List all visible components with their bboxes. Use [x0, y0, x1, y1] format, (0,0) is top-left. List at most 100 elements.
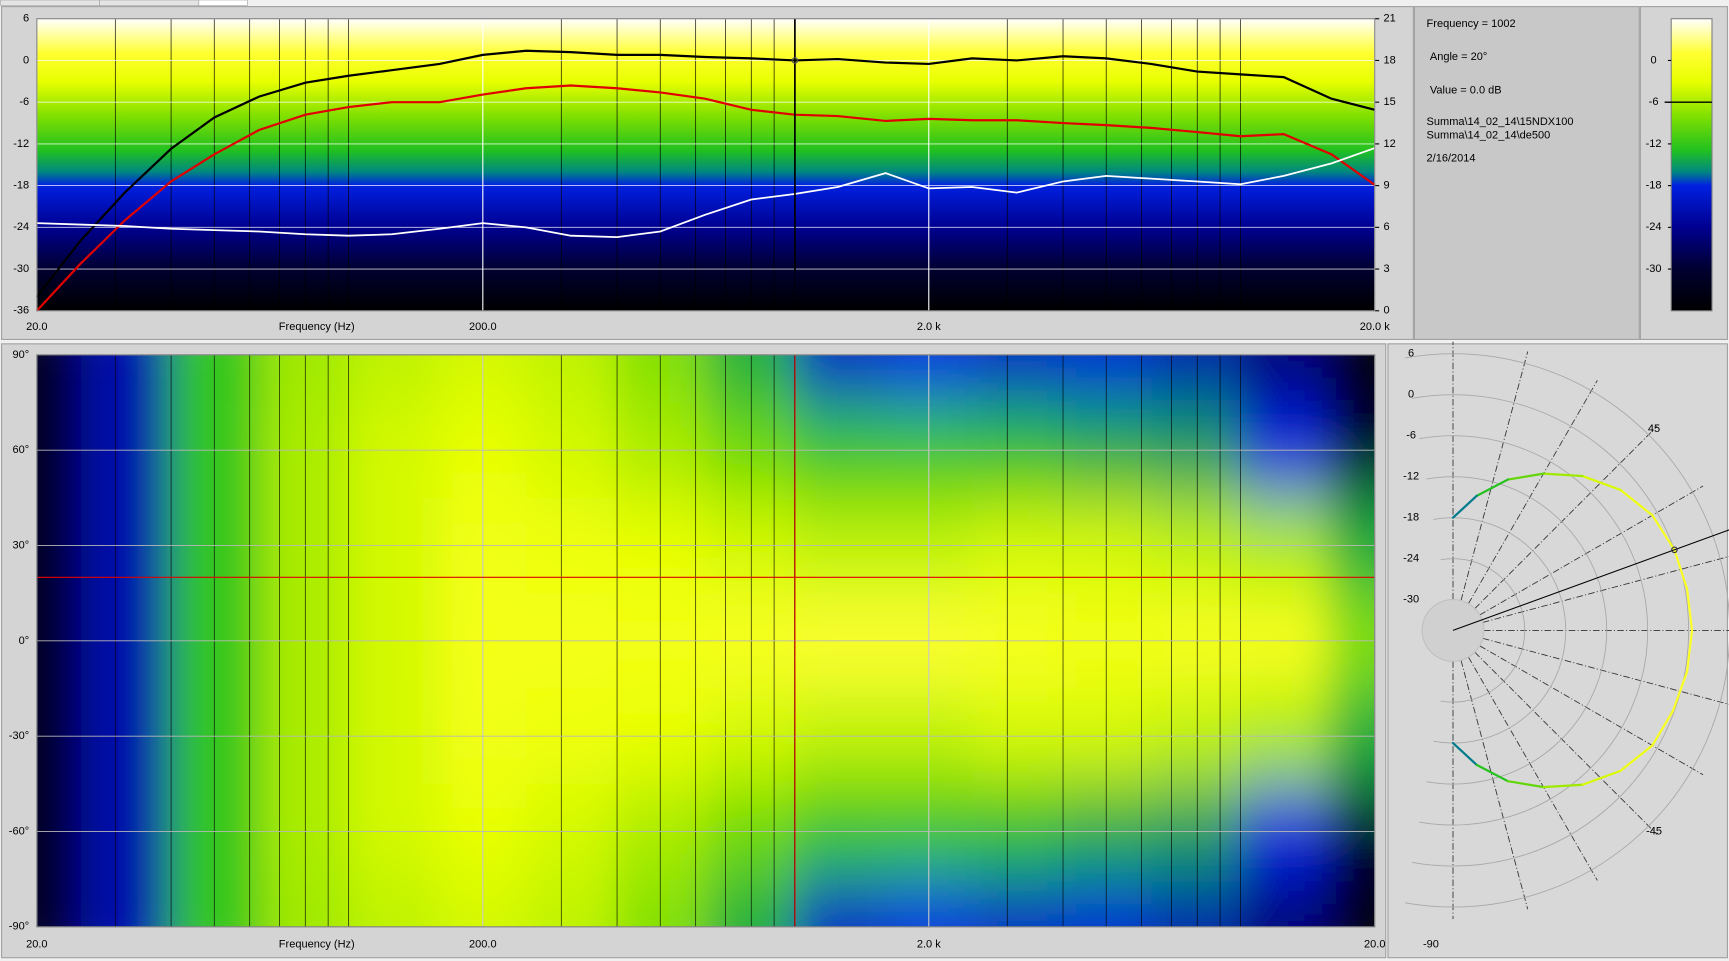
polar-curve	[1581, 769, 1622, 786]
tab[interactable]	[198, 0, 248, 6]
info-panel	[1413, 6, 1640, 340]
polar-curve	[1619, 488, 1654, 517]
polar-curve	[1581, 474, 1622, 491]
plot-border	[36, 354, 1376, 928]
polar-curve	[1685, 629, 1694, 673]
polar-ring	[1433, 517, 1567, 744]
heatmap-cell	[1151, 354, 1242, 404]
y2-tick-label: 18	[1384, 54, 1396, 66]
polar-r-label: 0	[1408, 389, 1414, 401]
heatmap-cell	[615, 354, 707, 404]
y-tick-label: -60°	[9, 825, 29, 837]
colorbar-label: 0	[1651, 54, 1657, 66]
heatmap-cell	[1240, 879, 1330, 927]
heatmap-cell	[526, 879, 617, 927]
tab[interactable]	[0, 0, 100, 6]
polar-spoke	[1460, 660, 1529, 910]
polar-spoke	[1482, 637, 1729, 705]
heatmap-cell	[705, 879, 796, 927]
polar-curve	[1506, 780, 1545, 789]
y-tick-label: -12	[13, 138, 29, 150]
response-line	[35, 49, 1376, 298]
polar-curve	[1673, 548, 1689, 591]
colorbar-label: -30	[1646, 263, 1662, 275]
y-tick-label: 90°	[12, 349, 29, 361]
heatmap-cell	[348, 354, 438, 404]
polar-curve	[1475, 763, 1510, 783]
polar-cursor-point	[1671, 546, 1678, 554]
colorbar-label: -12	[1646, 138, 1662, 150]
heatmap-cell	[36, 879, 82, 927]
y-tick-label: 60°	[12, 444, 29, 456]
info-date: 2/16/2014	[1427, 153, 1476, 165]
x-tick-label: 200.0	[469, 938, 497, 950]
info-file: Summa\14_02_14\de500	[1427, 129, 1551, 141]
polar-ring	[1419, 435, 1649, 826]
heatmap-cell	[259, 354, 350, 404]
polar-angle-label: 45	[1648, 423, 1660, 435]
polar-r-label: -30	[1403, 594, 1419, 606]
x-axis-title: Frequency (Hz)	[279, 321, 355, 333]
heatmap-cell	[36, 354, 82, 404]
tab[interactable]	[99, 0, 200, 6]
heatmap-cell	[972, 879, 1063, 927]
polar-ring	[1404, 353, 1729, 908]
polar-r-label: -24	[1403, 553, 1419, 565]
info-value: Value = 0.0 dB	[1430, 84, 1502, 96]
plot-background	[36, 18, 1375, 311]
polar-r-label: -6	[1406, 430, 1416, 442]
heatmap-cell	[705, 354, 796, 404]
polar-ring	[1412, 394, 1689, 867]
polar-curve	[1619, 744, 1654, 772]
response-line	[36, 147, 1376, 238]
x-tick-label: 20.0	[26, 938, 47, 950]
heatmap-cell	[794, 354, 884, 404]
x-tick-label: 20.0	[1364, 938, 1385, 950]
polar-r-label: -12	[1403, 471, 1419, 483]
colorbar	[1670, 18, 1713, 312]
heatmap-clip	[36, 354, 1375, 927]
x-tick-label: 2.0 k	[917, 938, 941, 950]
polar-ring	[1426, 476, 1608, 785]
heatmap-cell	[169, 879, 261, 927]
heatmap-cell	[1329, 879, 1375, 927]
polar-curve	[1651, 709, 1675, 747]
y-tick-label: -90°	[9, 921, 29, 933]
heatmap-cell	[259, 879, 350, 927]
polar-curve	[1506, 472, 1545, 481]
heatmap-cell	[1061, 879, 1153, 927]
polar-angle-label: -90	[1423, 938, 1439, 950]
y-tick-label: -6	[19, 96, 29, 108]
colorbar-label: -6	[1649, 96, 1659, 108]
y2-tick-label: 12	[1384, 138, 1396, 150]
y2-tick-label: 0	[1384, 305, 1390, 317]
polar-curve	[1672, 670, 1689, 712]
heatmap-cell	[1061, 354, 1153, 404]
polar-angle-label: -45	[1646, 825, 1662, 837]
heatmap-cell	[80, 879, 171, 927]
cursor-point	[791, 57, 799, 64]
info-frequency: Frequency = 1002	[1427, 18, 1516, 30]
y-tick-label: 6	[23, 13, 29, 25]
y2-tick-label: 21	[1384, 13, 1396, 25]
polar-spoke	[1479, 645, 1704, 776]
heatmap-cell	[348, 879, 438, 927]
y-tick-label: -36	[13, 305, 29, 317]
polar-curve	[1451, 494, 1478, 519]
x-tick-label: 2.0 k	[917, 321, 941, 333]
y2-tick-label: 6	[1384, 221, 1390, 233]
heatmap-cell	[1151, 879, 1242, 927]
heatmap-cell	[615, 879, 707, 927]
polar-cursor	[1452, 529, 1729, 631]
polar-curve	[1651, 514, 1676, 551]
heatmap	[36, 354, 1375, 927]
polar-r-label: -18	[1403, 512, 1419, 524]
polar-curve	[1542, 783, 1584, 789]
y-tick-label: 0°	[19, 635, 30, 647]
plot-border	[36, 18, 1376, 312]
heatmap-cell	[526, 354, 617, 404]
polar-spoke	[1479, 485, 1704, 616]
y-tick-label: 0	[23, 54, 29, 66]
polar-r-label: 6	[1408, 348, 1414, 360]
